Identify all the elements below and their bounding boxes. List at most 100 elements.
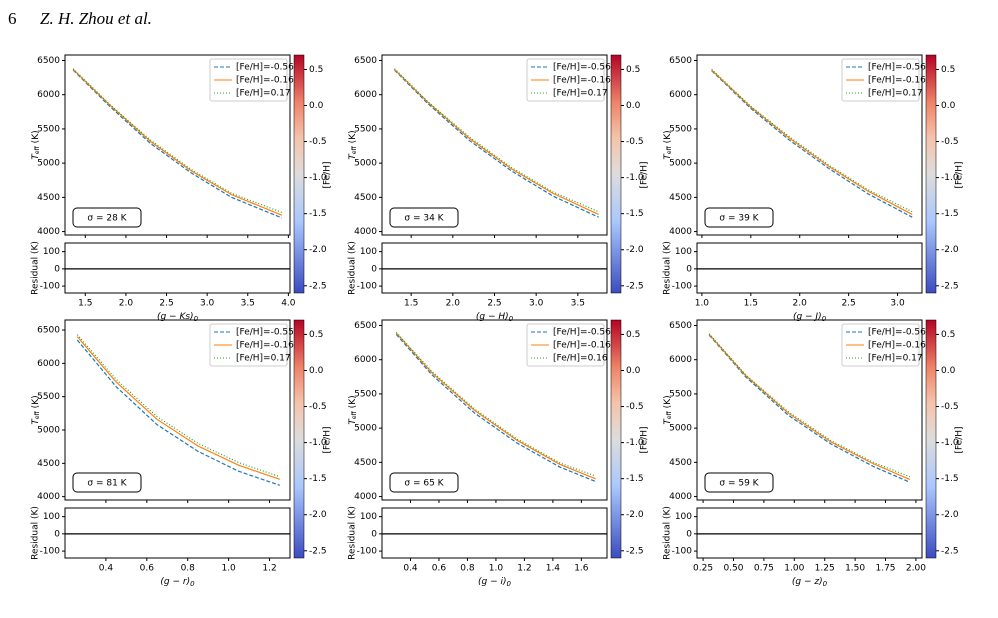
residual-tick-label: 0 bbox=[686, 264, 692, 274]
x-label-text: (g − r) bbox=[160, 577, 190, 587]
y-tick-label: 4500 bbox=[669, 193, 692, 203]
residual-label: Residual (K) bbox=[663, 506, 673, 560]
residual-frame bbox=[381, 507, 608, 559]
residual-tick-label: 0 bbox=[686, 529, 692, 539]
y-tick-label: 5000 bbox=[669, 159, 692, 169]
y-tick-label: 6000 bbox=[669, 355, 692, 365]
x-tick-label: 3.0 bbox=[200, 299, 215, 309]
y-label-unit: (K) bbox=[31, 130, 41, 143]
residual-frame bbox=[696, 507, 923, 559]
colorbar-tick-label: -0.5 bbox=[941, 137, 959, 147]
y-tick-label: 6000 bbox=[37, 359, 60, 369]
x-tick-label: 3.0 bbox=[529, 299, 544, 309]
legend-label: [Fe/H]=-0.55 bbox=[236, 328, 294, 338]
colorbar-tick-label: -2.5 bbox=[626, 281, 644, 291]
x-tick-label: 3.5 bbox=[571, 299, 585, 309]
x-tick-label: 1.4 bbox=[546, 564, 561, 574]
legend-label: [Fe/H]=0.17 bbox=[868, 89, 923, 99]
x-tick-label: 1.2 bbox=[262, 564, 276, 574]
legend-label: [Fe/H]=-0.16 bbox=[553, 341, 611, 351]
x-label-text: (g − i) bbox=[478, 577, 507, 587]
colorbar-tick-label: -2.5 bbox=[941, 546, 959, 556]
x-tick-label: 4.0 bbox=[281, 299, 296, 309]
x-tick-label: 1.5 bbox=[78, 299, 92, 309]
y-label-unit: (K) bbox=[663, 130, 673, 143]
y-axis-label: Teff (K) bbox=[663, 130, 673, 159]
sigma-label: σ = 59 K bbox=[719, 479, 759, 489]
colorbar-tick-label: -1.0 bbox=[941, 173, 959, 183]
sigma-label: σ = 39 K bbox=[719, 214, 759, 224]
colorbar bbox=[293, 319, 305, 559]
x-tick-label: 2.0 bbox=[446, 299, 461, 309]
legend-box bbox=[209, 58, 288, 102]
residual-tick-label: -100 bbox=[40, 282, 61, 292]
residual-tick-label: 0 bbox=[54, 529, 60, 539]
sigma-box bbox=[704, 207, 774, 228]
plot-frame bbox=[696, 319, 923, 501]
residual-tick-label: 100 bbox=[43, 247, 60, 257]
y-axis-label: Teff (K) bbox=[348, 395, 358, 424]
residual-tick-label: -100 bbox=[357, 282, 378, 292]
y-label-symbol: T bbox=[31, 418, 41, 425]
x-tick-label: 2.5 bbox=[159, 299, 173, 309]
legend-label: [Fe/H]=-0.16 bbox=[236, 76, 294, 86]
y-tick-label: 6500 bbox=[354, 321, 377, 331]
sigma-box bbox=[72, 207, 142, 228]
residual-tick-label: 100 bbox=[43, 512, 60, 522]
x-tick-label: 1.50 bbox=[845, 564, 865, 574]
x-label-text: (g − z) bbox=[792, 577, 823, 587]
colorbar-tick-label: -2.5 bbox=[309, 546, 327, 556]
colorbar-tick-label: -1.0 bbox=[309, 173, 327, 183]
x-tick-label: 1.0 bbox=[695, 299, 710, 309]
colorbar-label: [Fe/H] bbox=[955, 161, 965, 188]
sigma-box bbox=[389, 472, 459, 493]
y-tick-label: 4500 bbox=[354, 458, 377, 468]
legend-box bbox=[841, 323, 920, 367]
legend-label: [Fe/H]=-0.56 bbox=[868, 328, 926, 338]
residual-tick-label: 0 bbox=[371, 264, 377, 274]
colorbar-tick-label: -0.5 bbox=[309, 137, 327, 147]
colorbar-tick-label: -2.0 bbox=[626, 245, 644, 255]
colorbar-tick-label: -2.0 bbox=[941, 245, 959, 255]
residual-frame bbox=[64, 507, 291, 559]
y-tick-label: 6500 bbox=[669, 321, 692, 331]
y-tick-label: 4500 bbox=[37, 193, 60, 203]
colorbar-tick-label: -1.0 bbox=[309, 438, 327, 448]
y-label-symbol: T bbox=[31, 153, 41, 160]
colorbar-tick-label: 0.0 bbox=[941, 366, 956, 376]
residual-label: Residual (K) bbox=[31, 241, 41, 295]
colorbar-tick-label: -1.5 bbox=[626, 474, 644, 484]
sigma-label: σ = 65 K bbox=[404, 479, 444, 489]
plot-frame bbox=[64, 54, 291, 236]
colorbar-tick-label: -0.5 bbox=[626, 137, 644, 147]
colorbar-tick-label: -0.5 bbox=[626, 402, 644, 412]
y-tick-label: 5500 bbox=[37, 392, 60, 402]
x-label-sub: 0 bbox=[823, 580, 828, 588]
y-label-unit: (K) bbox=[663, 395, 673, 408]
y-tick-label: 5000 bbox=[37, 159, 60, 169]
fit-curve bbox=[708, 333, 911, 478]
y-label-unit: (K) bbox=[348, 395, 358, 408]
y-tick-label: 6500 bbox=[354, 56, 377, 66]
x-tick-label: 0.50 bbox=[723, 564, 743, 574]
colorbar-tick-label: -2.5 bbox=[626, 546, 644, 556]
fit-curve bbox=[394, 69, 599, 218]
x-axis-label: (g − z)0 bbox=[792, 577, 828, 589]
colorbar-tick-label: 0.0 bbox=[626, 101, 641, 111]
y-label-unit: (K) bbox=[31, 395, 41, 408]
y-tick-label: 4000 bbox=[354, 492, 377, 502]
residual-frame bbox=[381, 242, 608, 294]
authors: Z. H. Zhou et al. bbox=[40, 9, 152, 28]
colorbar bbox=[610, 319, 622, 559]
y-tick-label: 5000 bbox=[354, 424, 377, 434]
legend-label: [Fe/H]=0.16 bbox=[553, 354, 608, 364]
y-tick-label: 4500 bbox=[37, 459, 60, 469]
x-tick-label: 1.0 bbox=[221, 564, 236, 574]
residual-tick-label: 100 bbox=[675, 247, 692, 257]
fit-curve bbox=[72, 68, 283, 213]
y-tick-label: 6000 bbox=[354, 355, 377, 365]
residual-tick-label: 0 bbox=[54, 264, 60, 274]
y-tick-label: 4500 bbox=[669, 458, 692, 468]
colorbar-tick-label: 0.5 bbox=[941, 330, 955, 340]
